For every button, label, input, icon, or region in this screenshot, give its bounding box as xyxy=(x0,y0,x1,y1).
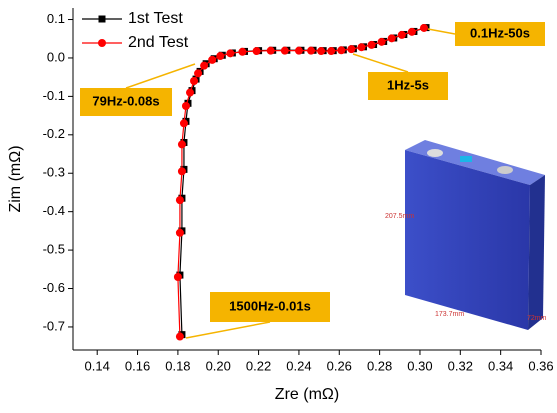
annotation: 79Hz-0.08s xyxy=(92,93,159,108)
x-tick-label: 0.18 xyxy=(165,358,190,373)
data-point xyxy=(398,31,406,39)
y-tick-label: -0.4 xyxy=(43,203,65,218)
data-point xyxy=(388,34,396,42)
annotation: 1Hz-5s xyxy=(387,77,429,92)
x-tick-label: 0.16 xyxy=(125,358,150,373)
y-axis-label: Zim (mΩ) xyxy=(7,145,24,212)
chart: Zre (mΩ) Zim (mΩ) 207.5mm 173.7mm 72mm 0… xyxy=(0,0,557,408)
x-tick-label: 0.34 xyxy=(488,358,513,373)
data-point xyxy=(238,48,246,56)
data-point xyxy=(176,333,184,341)
data-point xyxy=(337,46,345,54)
data-point xyxy=(267,47,275,55)
data-point xyxy=(307,47,315,55)
annotation: 0.1Hz-50s xyxy=(470,25,530,40)
data-point xyxy=(186,89,194,97)
data-point xyxy=(378,38,386,46)
legend-marker xyxy=(99,16,106,23)
data-point xyxy=(408,28,416,36)
legend-marker xyxy=(98,39,106,47)
x-axis-label: Zre (mΩ) xyxy=(275,386,339,403)
data-point xyxy=(253,47,261,55)
data-point xyxy=(216,52,224,60)
data-point xyxy=(295,47,303,55)
legend-label: 2nd Test xyxy=(128,34,189,51)
y-tick-label: -0.2 xyxy=(43,126,65,141)
data-point xyxy=(200,62,208,70)
data-point xyxy=(347,45,355,53)
x-tick-label: 0.26 xyxy=(327,358,352,373)
data-point xyxy=(368,41,376,49)
x-tick-label: 0.30 xyxy=(407,358,432,373)
x-tick-label: 0.36 xyxy=(528,358,553,373)
y-tick-label: -0.3 xyxy=(43,165,65,180)
annotation-pointer xyxy=(353,54,408,72)
data-point xyxy=(176,229,184,237)
data-point xyxy=(174,273,182,281)
data-point xyxy=(180,119,188,127)
y-tick-label: 0.0 xyxy=(47,49,65,64)
y-tick-label: 0.1 xyxy=(47,11,65,26)
x-tick-label: 0.28 xyxy=(367,358,392,373)
x-tick-label: 0.32 xyxy=(448,358,473,373)
data-point xyxy=(208,56,216,64)
data-point xyxy=(194,69,202,77)
data-point xyxy=(226,49,234,57)
inset-label: 173.7mm xyxy=(435,311,464,318)
x-tick-label: 0.14 xyxy=(85,358,110,373)
annotation-pointer xyxy=(126,64,195,88)
annotation: 1500Hz-0.01s xyxy=(229,298,311,313)
data-point xyxy=(317,47,325,55)
x-tick-label: 0.24 xyxy=(286,358,311,373)
y-tick-label: -0.1 xyxy=(43,88,65,103)
y-tick-label: -0.5 xyxy=(43,242,65,257)
data-point xyxy=(281,47,289,55)
annotation-pointer xyxy=(428,29,455,34)
data-point xyxy=(190,77,198,85)
data-point xyxy=(327,47,335,55)
inset-label: 207.5mm xyxy=(385,213,414,220)
y-tick-label: -0.6 xyxy=(43,280,65,295)
inset-label: 72mm xyxy=(527,315,547,322)
legend-label: 1st Test xyxy=(128,10,183,27)
annotation-pointer xyxy=(186,322,270,338)
battery-illustration xyxy=(405,140,545,330)
data-point xyxy=(178,140,186,148)
data-point xyxy=(357,43,365,51)
data-point xyxy=(420,24,428,32)
data-point xyxy=(176,196,184,204)
x-tick-label: 0.20 xyxy=(206,358,231,373)
data-point xyxy=(182,102,190,110)
data-point xyxy=(178,167,186,175)
y-tick-label: -0.7 xyxy=(43,318,65,333)
x-tick-label: 0.22 xyxy=(246,358,271,373)
